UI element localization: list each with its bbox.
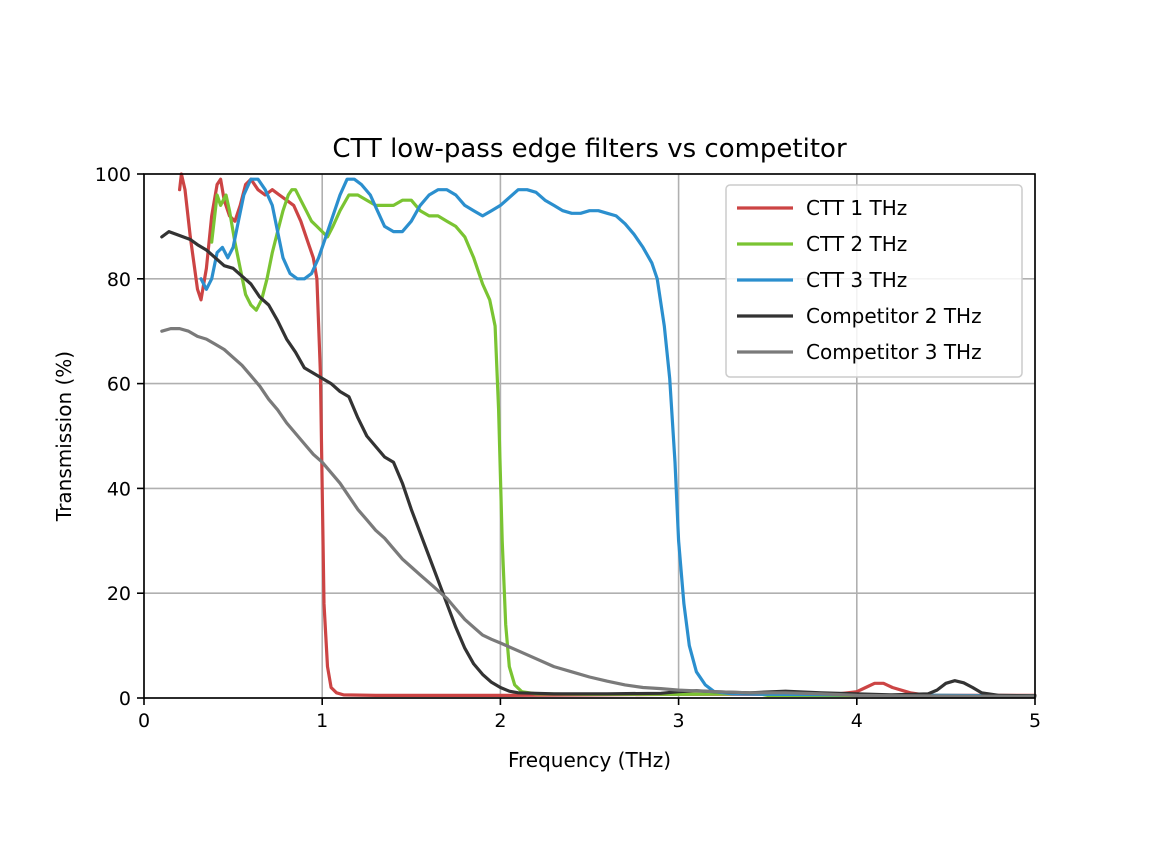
- y-tick-label: 60: [107, 374, 131, 396]
- x-tick-label: 5: [1029, 710, 1041, 732]
- x-tick-label: 1: [316, 710, 328, 732]
- y-axis-label: Transmission (%): [52, 351, 76, 522]
- y-tick-label: 100: [95, 164, 131, 186]
- x-tick-label: 0: [138, 710, 150, 732]
- y-tick-label: 20: [107, 583, 131, 605]
- series-line-3: [199, 177, 1037, 698]
- plot-frame: [143, 173, 1036, 699]
- series-line-1: [178, 172, 1037, 697]
- y-tick-label: 80: [107, 269, 131, 291]
- series-line-5: [160, 327, 1037, 698]
- legend-label: CTT 1 THz: [806, 196, 907, 220]
- x-tick-label: 4: [851, 710, 863, 732]
- series-lines: [160, 172, 1037, 698]
- x-tick-label: 3: [673, 710, 685, 732]
- y-tick-label: 0: [119, 688, 131, 710]
- axis-ticks: 0 1 2 3 4 5 0 20 40 60 80 100: [95, 164, 1041, 732]
- series-line-2: [210, 188, 1037, 698]
- x-axis-label: Frequency (THz): [508, 748, 671, 772]
- legend-label: Competitor 2 THz: [806, 304, 982, 328]
- legend-box: [725, 184, 1023, 378]
- chart-title: CTT low-pass edge filters vs competitor: [332, 134, 847, 164]
- legend-label: Competitor 3 THz: [806, 340, 982, 364]
- legend-label: CTT 2 THz: [806, 232, 907, 256]
- y-tick-label: 40: [107, 478, 131, 500]
- legend: CTT 1 THz CTT 2 THz CTT 3 THz Competitor 2 …: [725, 184, 1023, 378]
- x-tick-label: 2: [494, 710, 506, 732]
- legend-label: CTT 3 THz: [806, 268, 907, 292]
